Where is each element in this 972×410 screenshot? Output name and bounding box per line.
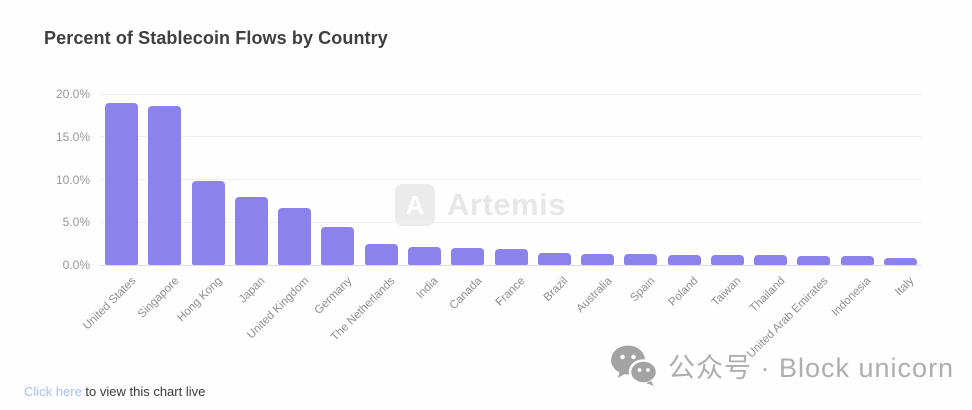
y-tick-5-0-: 5.0% [62,215,90,230]
bar-the-netherlands [364,243,398,265]
bar-france [494,248,528,265]
bar-singapore [148,105,182,265]
bar-united-arab-emirates [797,255,831,265]
bar-india [407,247,441,265]
plot-area [100,93,922,266]
y-tick-10-0-: 10.0% [55,172,90,187]
bar-australia [581,253,615,265]
gridline-15-0- [100,136,922,138]
bar-indonesia [840,256,874,265]
y-tick-0-0-: 0.0% [62,258,90,272]
bar-taiwan [710,254,744,265]
wechat-watermark-text: 公众号 · Block unicorn [668,352,955,383]
bar-thailand [754,255,788,265]
wechat-watermark: 公众号 · Block unicorn [610,344,954,386]
gridline-10-0- [100,179,922,180]
bar-united-kingdom [278,207,312,265]
gridline-0-0- [100,264,922,266]
bar-germany [321,227,355,265]
bar-hong-kong [191,181,225,265]
artemis-brand-text: Artemis [447,187,566,222]
y-axis-labels: 20.0% 15.0% 10.0% 5.0% 0.0% [0,87,90,272]
gridline-20-0- [100,93,922,95]
click-here-link[interactable]: Click here [24,384,82,399]
footer-text: to view this chart live [81,384,206,399]
x-axis-labels: United States Singapore Hong Kong Japan Unit… [81,265,922,385]
bar-brazil [537,253,571,265]
wechat-icon [611,345,658,386]
bar-poland [667,254,701,265]
gridline-5-0- [100,221,922,223]
bar-japan [234,196,268,265]
bar-spain [624,254,658,265]
footer-note: Click here to view this chart live [24,384,205,399]
bar-united-states [105,102,139,265]
y-tick-15-0-: 15.0% [55,129,90,144]
bar-italy [883,257,917,265]
bar-canada [451,247,485,265]
artemis-logo-icon: A [395,184,435,226]
chart-title: Percent of Stablecoin Flows by Country [44,28,388,48]
y-tick-20-0-: 20.0% [55,87,90,101]
artemis-watermark: A Artemis [395,184,566,226]
